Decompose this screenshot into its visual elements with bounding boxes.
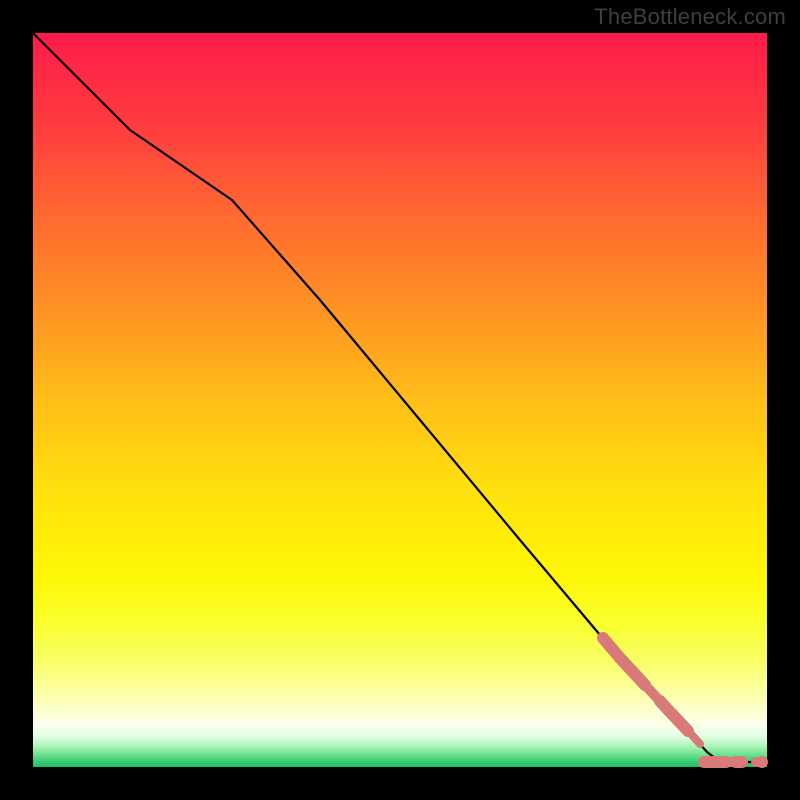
chart-svg bbox=[0, 0, 800, 800]
heatmap-background bbox=[33, 33, 767, 767]
chart-container: TheBottleneck.com bbox=[0, 0, 800, 800]
marker-dot bbox=[727, 757, 737, 767]
marker-dot bbox=[756, 756, 768, 768]
watermark-text: TheBottleneck.com bbox=[594, 4, 786, 30]
